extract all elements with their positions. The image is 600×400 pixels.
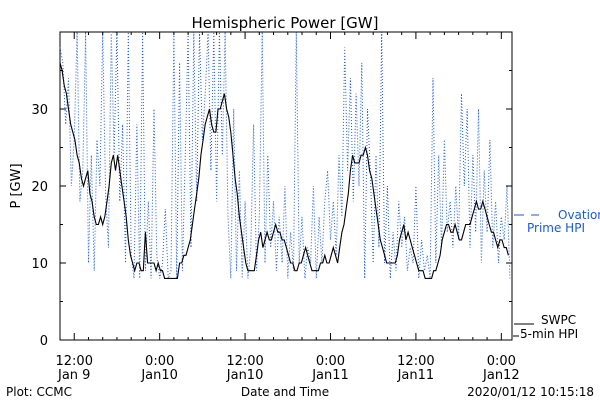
y-axis-label: P [GW] — [9, 163, 24, 208]
series-line-0 — [59, 62, 509, 279]
legend-ovation: Ovation Prime HPI — [514, 208, 600, 235]
legend-swpc: SWPC 5-min HPI — [513, 313, 578, 341]
legend-ovation-line1: Ovation — [558, 208, 600, 222]
legend-swpc-line1: SWPC — [541, 313, 576, 327]
x-tick-date-2: Jan10 — [226, 368, 264, 383]
legend-swpc-line2: 5-min HPI — [520, 327, 578, 341]
x-tick-label-5: 0:00 — [487, 354, 516, 369]
plot-credit: Plot: CCMC — [6, 385, 72, 399]
series-layer — [59, 31, 511, 279]
x-tick-date-3: Jan11 — [311, 368, 349, 383]
x-tick-date-1: Jan10 — [140, 368, 178, 383]
y-axis: 0 10 20 30 — [31, 70, 512, 349]
x-tick-label-1: 0:00 — [145, 354, 174, 369]
y-tick-label-2: 20 — [31, 180, 48, 195]
legend-ovation-line2: Prime HPI — [527, 221, 585, 235]
x-tick-date-4: Jan11 — [397, 368, 435, 383]
x-tick-label-3: 0:00 — [316, 354, 345, 369]
x-tick-label-0: 12:00 — [56, 354, 93, 369]
y-tick-label-0: 0 — [40, 334, 48, 349]
x-tick-label-2: 12:00 — [226, 354, 263, 369]
x-tick-date-0: Jan 9 — [57, 368, 90, 383]
chart-title: Hemispheric Power [GW] — [192, 14, 379, 32]
x-axis-label: Date and Time — [241, 385, 329, 399]
plot-timestamp: 2020/01/12 10:15:18 — [467, 385, 594, 399]
x-tick-label-4: 12:00 — [397, 354, 434, 369]
y-tick-label-1: 10 — [31, 257, 48, 272]
y-tick-label-3: 30 — [31, 103, 48, 118]
x-tick-date-5: Jan12 — [482, 368, 520, 383]
series-line-1 — [59, 31, 511, 279]
